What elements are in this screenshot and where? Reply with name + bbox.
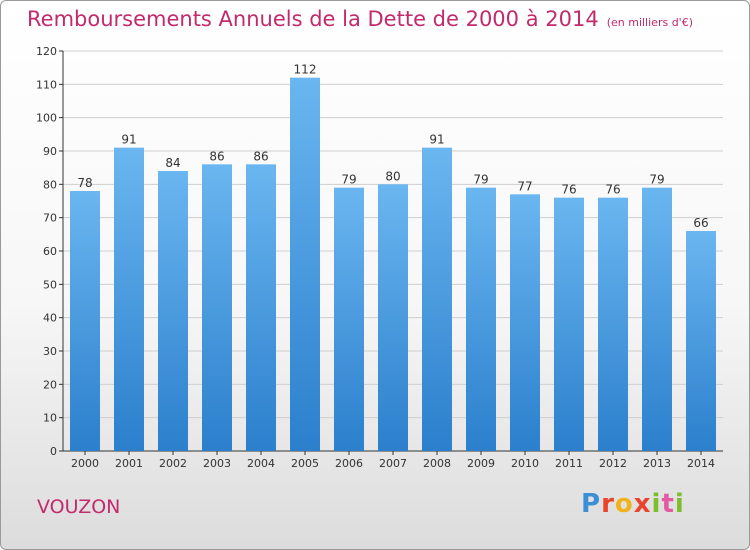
y-tick-label: 30 xyxy=(43,345,57,358)
y-tick-label: 80 xyxy=(43,178,57,191)
y-tick-label: 10 xyxy=(43,412,57,425)
bars xyxy=(70,77,716,452)
y-tick-label: 40 xyxy=(43,312,57,325)
bar-2002 xyxy=(158,171,188,451)
bar-2012 xyxy=(598,197,628,451)
bar-2008 xyxy=(422,147,452,451)
data-label-2012: 76 xyxy=(605,183,620,197)
x-tick-label-2012: 2012 xyxy=(599,457,627,470)
bar-2014 xyxy=(686,231,716,451)
bar-2007 xyxy=(378,184,408,452)
data-label-2003: 86 xyxy=(209,149,224,163)
x-tick-label-2009: 2009 xyxy=(467,457,495,470)
x-tick-label-2007: 2007 xyxy=(379,457,407,470)
y-tick-label: 120 xyxy=(36,45,57,58)
proxiti-logo: Proxiti xyxy=(581,489,685,519)
data-label-2004: 86 xyxy=(253,149,268,163)
chart-unit: (en milliers d'€) xyxy=(606,16,693,29)
y-tick-label: 0 xyxy=(50,445,57,458)
y-tick-label: 50 xyxy=(43,278,57,291)
data-label-2008: 91 xyxy=(429,133,444,147)
bar-2011 xyxy=(554,197,584,451)
data-label-2007: 80 xyxy=(385,169,400,183)
data-label-2006: 79 xyxy=(341,173,356,187)
x-tick-label-2004: 2004 xyxy=(247,457,275,470)
data-labels: 78 91 84 86 86 112 79 80 91 79 77 76 76 79 66 xyxy=(77,63,708,230)
chart-title-text: Remboursements Annuels de la Dette de 20… xyxy=(27,7,599,31)
bar-2003 xyxy=(202,164,232,452)
y-tick-label: 60 xyxy=(43,245,57,258)
y-tick-label: 110 xyxy=(36,78,57,91)
bar-2013 xyxy=(642,187,672,451)
y-tick-label: 70 xyxy=(43,212,57,225)
data-label-2000: 78 xyxy=(77,176,92,190)
data-label-2009: 79 xyxy=(473,173,488,187)
data-label-2014: 66 xyxy=(693,216,708,230)
x-tick-label-2006: 2006 xyxy=(335,457,363,470)
x-tick-label-2013: 2013 xyxy=(643,457,671,470)
bar-2005 xyxy=(290,77,320,452)
data-label-2005: 112 xyxy=(294,63,317,77)
x-tick-label-2002: 2002 xyxy=(159,457,187,470)
y-tick-label: 90 xyxy=(43,145,57,158)
data-label-2013: 79 xyxy=(649,173,664,187)
x-tick-label-2008: 2008 xyxy=(423,457,451,470)
bar-2004 xyxy=(246,164,276,452)
x-tick-label-2000: 2000 xyxy=(71,457,99,470)
x-tick-label-2001: 2001 xyxy=(115,457,143,470)
data-label-2002: 84 xyxy=(165,156,180,170)
bar-2009 xyxy=(466,187,496,451)
x-tick-label-2010: 2010 xyxy=(511,457,539,470)
bar-2000 xyxy=(70,191,100,451)
x-tick-label-2003: 2003 xyxy=(203,457,231,470)
bar-2001 xyxy=(114,147,144,451)
y-tick-label: 100 xyxy=(36,112,57,125)
x-tick-label-2014: 2014 xyxy=(687,457,715,470)
bar-2006 xyxy=(334,187,364,451)
data-label-2010: 77 xyxy=(517,179,532,193)
x-tick-label-2011: 2011 xyxy=(555,457,583,470)
y-tick-label: 20 xyxy=(43,378,57,391)
data-label-2001: 91 xyxy=(121,133,136,147)
x-axis: 2000 2001 2002 2003 2004 2005 2006 2007 2008 2009… xyxy=(71,451,715,470)
place-name: VOUZON xyxy=(37,496,121,518)
bar-2010 xyxy=(510,194,540,452)
data-label-2011: 76 xyxy=(561,183,576,197)
x-tick-label-2005: 2005 xyxy=(291,457,319,470)
chart-title: Remboursements Annuels de la Dette de 20… xyxy=(27,7,693,31)
